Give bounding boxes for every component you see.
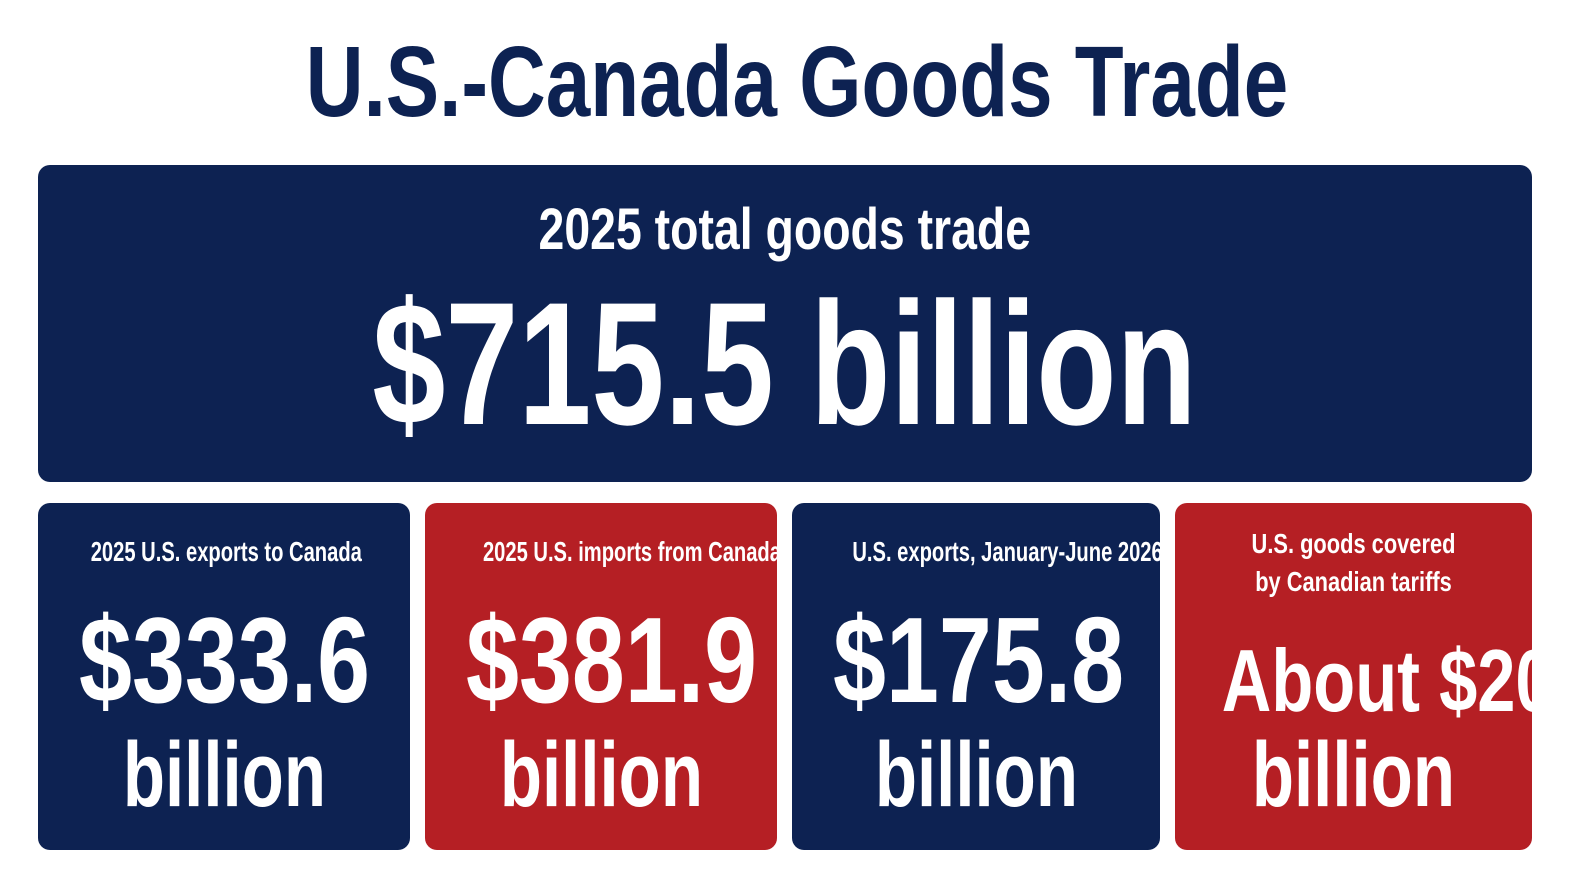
card-value-text: $175.8 <box>833 592 1125 728</box>
card-value: $333.6 <box>38 595 410 725</box>
hero-value-text: $715.5 billion <box>372 267 1198 462</box>
card-label-text: U.S. goods covered by Canadian tariffs <box>1251 528 1456 597</box>
card-label-text: U.S. exports, January-June 2026 <box>852 536 1160 567</box>
card-value-text: About $20 <box>1221 631 1532 730</box>
stat-card: U.S. goods covered by Canadian tariffs A… <box>1175 503 1532 850</box>
card-value: $381.9 <box>425 595 777 725</box>
card-unit-text: billion <box>874 724 1078 826</box>
card-label-text: 2025 U.S. imports from Canada <box>482 536 777 567</box>
hero-card: 2025 total goods trade $715.5 billion <box>38 165 1532 482</box>
card-unit: billion <box>792 725 1160 825</box>
stat-card: U.S. exports, January-June 2026 $175.8 b… <box>792 503 1160 850</box>
card-label-text: 2025 U.S. exports to Canada <box>90 536 362 567</box>
card-value: About $20 <box>1175 631 1532 731</box>
card-unit-text: billion <box>499 724 703 826</box>
card-value: $175.8 <box>792 595 1160 725</box>
stat-card: 2025 U.S. imports from Canada $381.9 bil… <box>425 503 777 850</box>
card-unit: billion <box>425 725 777 825</box>
hero-label: 2025 total goods trade <box>38 195 1532 265</box>
hero-label-text: 2025 total goods trade <box>538 197 1032 262</box>
card-label: U.S. goods covered by Canadian tariffs <box>1175 525 1532 601</box>
card-value-text: $333.6 <box>79 592 371 728</box>
page-title: U.S.-Canada Goods Trade <box>0 22 1595 142</box>
title-text: U.S.-Canada Goods Trade <box>306 26 1289 138</box>
card-unit: billion <box>1175 725 1532 825</box>
card-value-text: $381.9 <box>466 592 758 728</box>
card-unit: billion <box>38 725 410 825</box>
stat-card: 2025 U.S. exports to Canada $333.6 billi… <box>38 503 410 850</box>
card-label: U.S. exports, January-June 2026 <box>792 533 1160 571</box>
card-label: 2025 U.S. exports to Canada <box>38 533 410 571</box>
card-label: 2025 U.S. imports from Canada <box>425 533 777 571</box>
hero-value: $715.5 billion <box>38 270 1532 460</box>
card-unit-text: billion <box>122 724 326 826</box>
card-unit-text: billion <box>1251 724 1456 826</box>
